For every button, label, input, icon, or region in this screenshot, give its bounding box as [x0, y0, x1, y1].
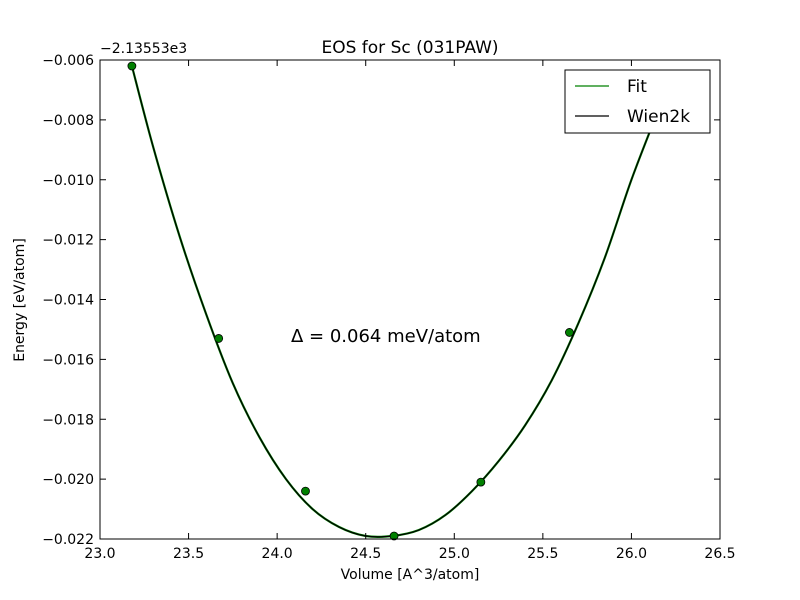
y-tick-label: −0.020	[42, 472, 94, 488]
x-axis-label: Volume [A^3/atom]	[341, 567, 480, 583]
data-point	[214, 334, 224, 343]
legend-label-fit: Fit	[627, 77, 647, 97]
x-tick-label: 26.0	[616, 546, 647, 562]
data-point	[389, 531, 399, 541]
y-ticks: −0.022 −0.020 −0.018 −0.016 −0.014 −0.012 −0.0…	[42, 53, 720, 548]
legend-box	[564, 69, 711, 134]
y-tick-label: −0.022	[42, 532, 94, 548]
legend-label-wien2k: Wien2k	[627, 107, 690, 127]
y-tick-label: −0.012	[42, 233, 94, 249]
data-point	[301, 486, 310, 496]
legend: Fit Wien2k	[564, 69, 711, 134]
x-tick-label: 25.0	[439, 546, 470, 562]
data-point	[127, 61, 137, 71]
delta-annotation: Δ = 0.064 meV/atom	[291, 326, 481, 347]
x-tick-label: 24.5	[350, 546, 381, 562]
y-tick-label: −0.006	[42, 53, 94, 69]
y-tick-label: −0.008	[42, 113, 94, 129]
data-point	[565, 328, 574, 337]
y-axis-label: Energy [eV/atom]	[12, 238, 28, 362]
points-layer	[127, 61, 574, 541]
chart-title: EOS for Sc (031PAW)	[321, 38, 498, 58]
y-tick-label: −0.010	[42, 173, 94, 189]
offset-text: −2.13553e3	[100, 41, 187, 57]
x-tick-label: 26.5	[704, 546, 735, 562]
y-tick-label: −0.014	[42, 293, 94, 309]
y-tick-label: −0.018	[42, 412, 94, 428]
x-tick-label: 23.0	[84, 546, 115, 562]
x-ticks: 23.0 23.5 24.0 24.5 25.0 25.5 26.0 26.5	[84, 60, 736, 562]
x-tick-label: 25.5	[527, 546, 558, 562]
x-tick-label: 23.5	[173, 546, 204, 562]
x-tick-label: 24.0	[262, 546, 293, 562]
y-tick-label: −0.016	[42, 352, 94, 368]
data-point	[476, 477, 486, 487]
